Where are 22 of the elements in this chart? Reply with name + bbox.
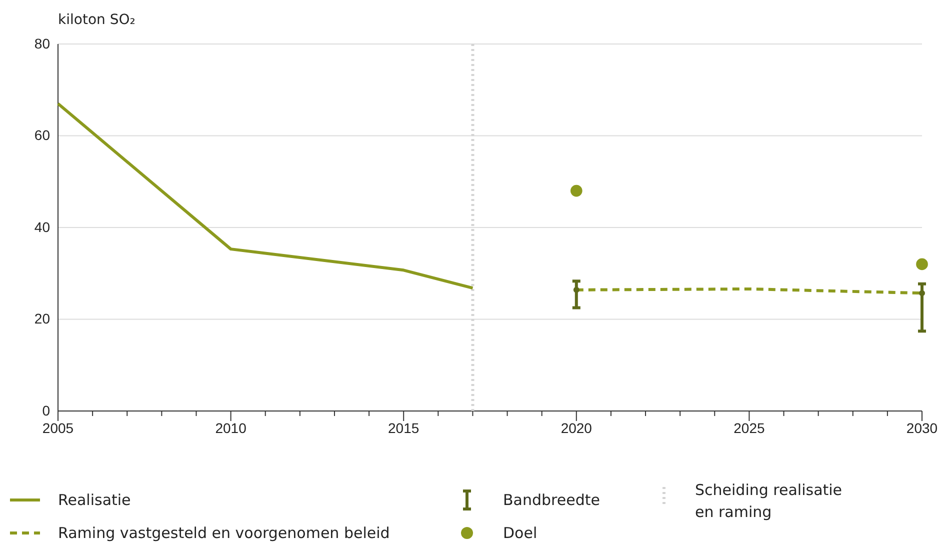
y-tick-label: 40 [34, 218, 50, 235]
point [570, 184, 582, 197]
y-tick-label: 0 [42, 402, 50, 418]
legend-label: Doel [503, 524, 538, 542]
legend-label: Realisatie [58, 491, 131, 509]
point [919, 290, 925, 296]
legend-label: Raming vastgesteld en voorgenomen beleid [58, 524, 390, 542]
y-axis-title: kiloton SO₂ [58, 12, 136, 28]
legend-label: Scheiding realisatie en raming [695, 481, 842, 521]
x-tick-label: 2020 [560, 420, 592, 436]
y-tick-label: 60 [34, 127, 50, 144]
legend-label: Bandbreedte [503, 491, 600, 509]
x-tick-label: 2015 [388, 420, 420, 436]
x-tick-label: 2005 [42, 420, 74, 436]
point [573, 286, 580, 293]
line-series [56, 102, 474, 290]
y-tick-label: 20 [34, 310, 50, 327]
x-tick-label: 2010 [215, 420, 247, 436]
point [916, 258, 928, 270]
x-tick-label: 2025 [734, 420, 765, 436]
y-tick-label: 80 [34, 35, 50, 52]
x-tick-label: 2030 [906, 420, 938, 436]
